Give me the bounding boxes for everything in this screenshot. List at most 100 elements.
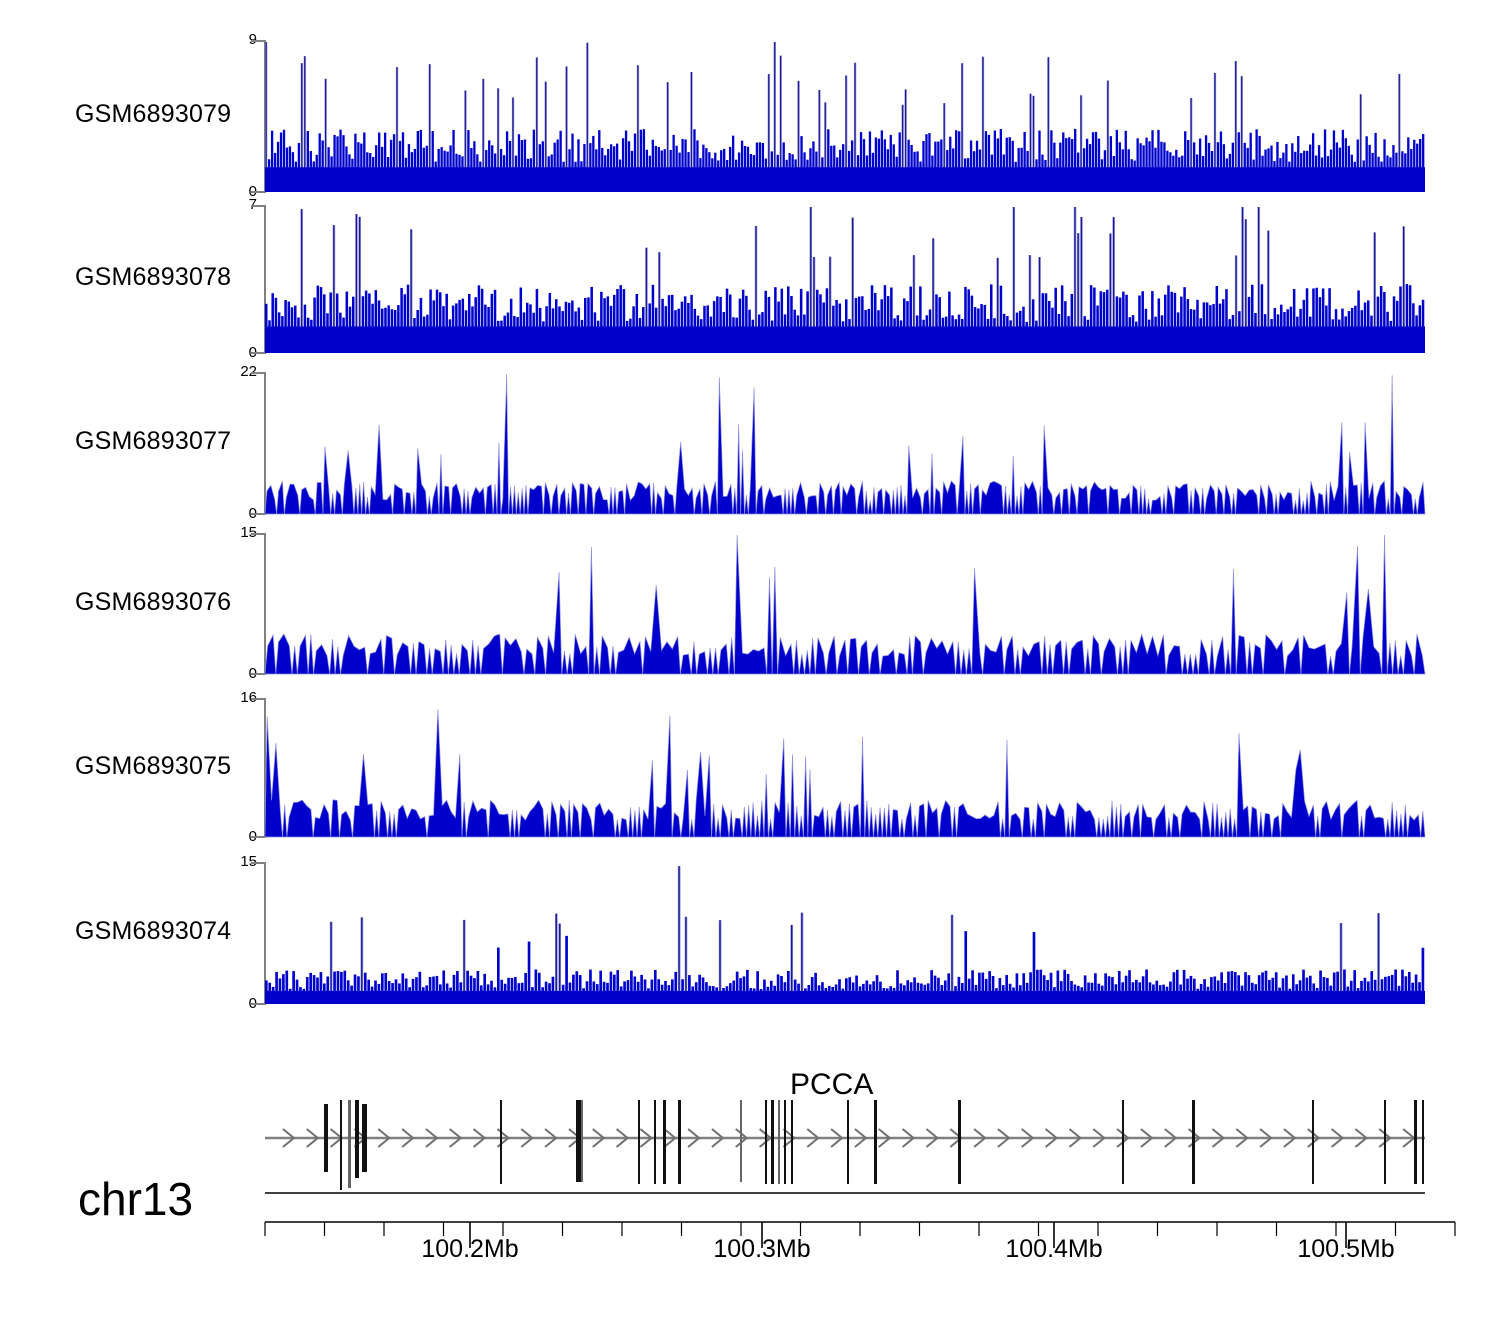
strand-arrow-icon — [592, 1128, 606, 1148]
strand-arrow-icon — [377, 1128, 391, 1148]
track-label-gsm6893075: GSM6893075 — [75, 751, 232, 780]
exon-bar — [958, 1100, 961, 1184]
coverage-baseline — [265, 167, 1425, 192]
strand-arrow-icon — [782, 1128, 796, 1148]
gene-model — [265, 1100, 1425, 1190]
strand-arrow-icon — [711, 1128, 725, 1148]
strand-arrow-icon — [973, 1128, 987, 1148]
y-axis-line — [251, 205, 266, 354]
coverage-plot — [251, 862, 1425, 1005]
exon-group — [324, 1100, 1424, 1190]
strand-arrow-icon — [854, 1128, 868, 1148]
strand-arrow-icon — [1283, 1128, 1297, 1148]
strand-arrow-icon — [997, 1128, 1011, 1148]
exon-bar — [791, 1100, 793, 1184]
coverage-area — [264, 709, 1426, 838]
strand-arrow-icon — [1116, 1128, 1130, 1148]
track-label-gsm6893076: GSM6893076 — [75, 587, 232, 616]
exon-bar — [581, 1100, 583, 1182]
strand-arrow-icon — [449, 1128, 463, 1148]
coverage-bars — [265, 42, 1425, 193]
coverage-plot — [251, 372, 1426, 515]
strand-arrow-icon — [687, 1128, 701, 1148]
coverage-baseline — [265, 326, 1425, 353]
strand-arrow-icon — [663, 1128, 677, 1148]
exon-bar — [362, 1104, 367, 1172]
strand-arrow-icon — [1378, 1128, 1392, 1148]
coverage-plot — [251, 205, 1425, 354]
strand-arrow-icon — [544, 1128, 558, 1148]
exon-bar — [740, 1100, 742, 1182]
strand-arrow-icon — [1140, 1128, 1154, 1148]
strand-arrow-icon — [830, 1128, 844, 1148]
strand-arrow-icon — [615, 1128, 630, 1148]
strand-arrow-icon — [806, 1128, 820, 1148]
coverage-bars — [265, 866, 1425, 1004]
strand-arrow-icon — [1330, 1128, 1345, 1148]
y-axis-max-label: 9 — [248, 31, 257, 48]
strand-arrow-icon — [282, 1128, 296, 1148]
strand-arrow-icon — [735, 1128, 749, 1148]
exon-bar — [355, 1100, 359, 1178]
exon-bar — [1384, 1100, 1386, 1184]
exon-bar — [576, 1100, 581, 1182]
strand-arrow-icon — [1068, 1128, 1082, 1148]
strand-arrow-icon — [1211, 1128, 1225, 1148]
strand-arrow-icon — [472, 1128, 487, 1148]
strand-arrow-icon — [1044, 1128, 1059, 1148]
strand-arrow-icon — [1259, 1128, 1273, 1148]
exon-bar — [765, 1100, 767, 1184]
exon-bar — [778, 1100, 780, 1184]
track-label-gsm6893079: GSM6893079 — [75, 100, 232, 128]
strand-arrow-icon — [925, 1128, 939, 1148]
strand-arrow-icon — [1164, 1128, 1178, 1148]
strand-arrow-icon — [1307, 1128, 1321, 1148]
exon-bar — [847, 1100, 849, 1184]
chromosome-label: chr13 — [78, 1173, 194, 1225]
strand-arrow-icon — [1354, 1128, 1368, 1148]
y-axis-line — [251, 862, 266, 1005]
y-axis-max-label: 22 — [240, 363, 257, 380]
track-label-gsm6893077: GSM6893077 — [75, 427, 232, 455]
coverage-bars — [265, 207, 1425, 353]
strand-arrow-icon — [758, 1128, 773, 1148]
coverage-plot — [251, 40, 1425, 193]
track-label-gsm6893078: GSM6893078 — [75, 263, 232, 291]
exon-bar — [874, 1100, 877, 1184]
exon-bar — [500, 1100, 502, 1184]
exon-bar — [638, 1100, 640, 1184]
exon-bar — [784, 1100, 786, 1184]
strand-arrow-icon — [878, 1128, 892, 1148]
strand-arrow-icon — [1235, 1128, 1249, 1148]
gene-name-label: PCCA — [790, 1068, 874, 1101]
y-axis-line — [251, 372, 266, 515]
exon-bar — [1122, 1100, 1124, 1184]
strand-arrow-icon — [401, 1128, 415, 1148]
exon-bar — [1414, 1100, 1417, 1184]
strand-arrow-icon — [425, 1128, 439, 1148]
axis-tick-label: 100.4Mb — [1005, 1235, 1103, 1263]
genomic-axis — [264, 1192, 1456, 1248]
exon-bar — [348, 1100, 351, 1188]
y-axis-max-label: 16 — [240, 689, 257, 706]
y-axis-line — [251, 533, 266, 675]
exon-bar — [1422, 1100, 1424, 1184]
coverage-plot — [251, 533, 1426, 675]
strand-arrow-icon — [520, 1128, 534, 1148]
exon-bar — [663, 1100, 666, 1184]
axis-tick-label: 100.3Mb — [713, 1235, 811, 1263]
strand-arrow-icon — [901, 1128, 916, 1148]
exon-bar — [340, 1100, 342, 1190]
strand-arrow-icon — [639, 1128, 653, 1148]
exon-bar — [324, 1104, 328, 1172]
y-axis-max-label: 15 — [240, 524, 257, 541]
strand-arrow-icon — [306, 1128, 320, 1148]
exon-bar — [678, 1100, 681, 1184]
coverage-baseline — [265, 990, 1425, 1004]
strand-arrow-icon — [949, 1128, 963, 1148]
track-label-gsm6893074: GSM6893074 — [75, 917, 232, 945]
y-axis-line — [251, 40, 266, 193]
y-axis-max-label: 7 — [248, 196, 257, 213]
coverage-area — [264, 534, 1426, 675]
